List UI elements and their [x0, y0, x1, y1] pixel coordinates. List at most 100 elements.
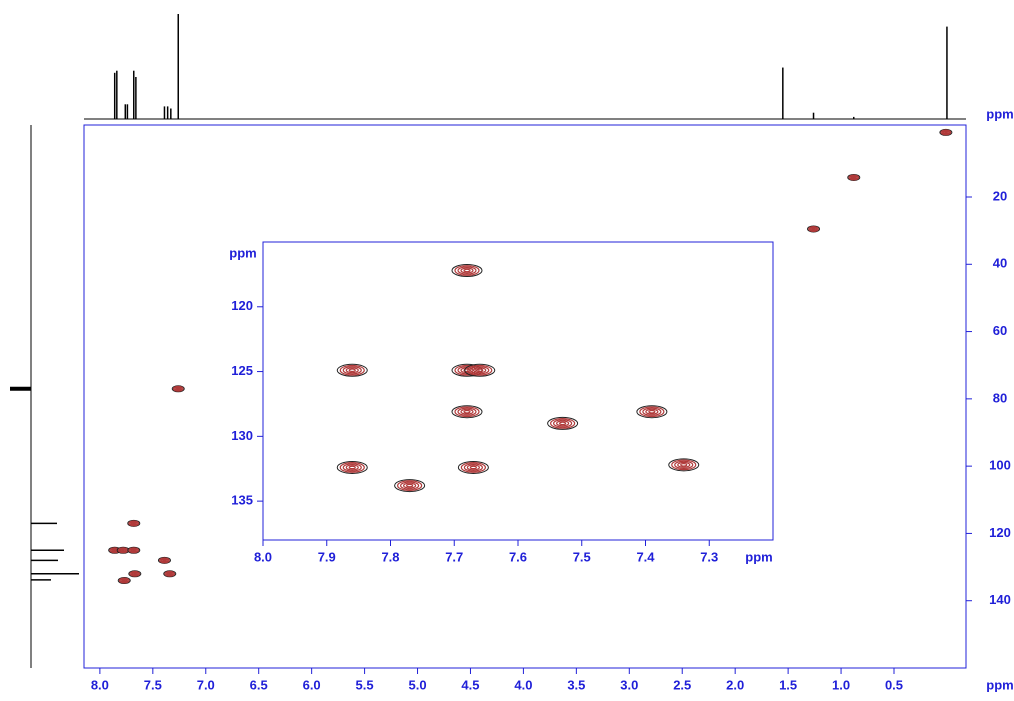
peak-contour [345, 464, 359, 471]
cross-peak [336, 363, 368, 377]
x-tick-label: 7.0 [197, 677, 215, 692]
peak-outline [547, 416, 579, 430]
x-tick-label: 7.5 [144, 677, 162, 692]
peak-outline [457, 460, 489, 474]
cross-peak [847, 173, 861, 181]
peak-contour [680, 463, 688, 467]
peak-contour [639, 406, 665, 418]
peak-contour [642, 407, 662, 416]
x-tick-label: 2.5 [673, 677, 691, 692]
cross-peak [117, 577, 131, 585]
cross-peak [464, 363, 496, 377]
peak-contour [944, 131, 948, 134]
peak-contour [406, 483, 414, 488]
cross-peak [457, 460, 489, 474]
x-tick-label: 5.0 [408, 677, 426, 692]
cross-peak [668, 458, 700, 472]
peak-outline [394, 479, 426, 493]
y-tick-label: 100 [989, 458, 1011, 473]
cross-peak [451, 264, 483, 278]
peak-contour [463, 368, 471, 373]
peak-contour [851, 176, 856, 179]
y-tick-label: 20 [993, 188, 1007, 203]
x-tick-label: 7.4 [636, 549, 655, 564]
peak-contour [469, 465, 477, 470]
peak-contour [130, 548, 137, 553]
x-axis-unit: ppm [986, 677, 1013, 692]
peak-contour [345, 367, 359, 374]
cross-peak [451, 405, 483, 419]
x-tick-label: 7.9 [318, 549, 336, 564]
peak-contour [466, 464, 480, 471]
peak-outline [451, 363, 483, 377]
cross-peak [636, 405, 668, 419]
peak-contour [460, 267, 474, 274]
y-tick-label: 135 [231, 493, 253, 508]
peak-contour [645, 408, 659, 415]
cross-peak [157, 556, 171, 564]
x-tick-label: 5.5 [356, 677, 374, 692]
peak-outline [336, 460, 368, 474]
peak-contour [161, 558, 168, 563]
cross-peak [171, 385, 185, 393]
peak-contour [339, 364, 365, 376]
y-tick-label: 130 [231, 428, 253, 443]
peak-contour [131, 549, 136, 552]
peak-contour [674, 460, 694, 470]
peak-outline [451, 405, 483, 419]
peak-contour [112, 549, 117, 552]
peak-outline [636, 405, 668, 419]
cross-peak [127, 519, 141, 527]
y-tick-label: 40 [993, 256, 1007, 271]
x-tick-label: 8.0 [91, 677, 109, 692]
y-tick-label: 125 [231, 363, 253, 378]
peak-contour [397, 480, 423, 491]
peak-outline [451, 264, 483, 278]
cross-peak [939, 128, 953, 136]
peak-contour [463, 268, 471, 273]
peak-contour [460, 367, 474, 374]
peak-contour [167, 572, 172, 575]
y-axis-unit: ppm [986, 106, 1013, 121]
peak-contour [348, 368, 356, 373]
peak-contour [121, 578, 128, 583]
peak-contour [339, 462, 365, 473]
x-tick-label: 3.5 [567, 677, 585, 692]
cross-peak [163, 570, 177, 578]
x-tick-label: 2.0 [726, 677, 744, 692]
x-tick-label: 0.5 [885, 677, 903, 692]
peak-contour [553, 419, 573, 428]
y-axis-unit: ppm [229, 245, 256, 260]
peak-contour [457, 407, 477, 416]
x-tick-label: 4.5 [461, 677, 479, 692]
x-tick-label: 7.6 [509, 549, 527, 564]
peak-contour [342, 366, 362, 375]
y-tick-label: 80 [993, 390, 1007, 405]
x-tick-label: 3.0 [620, 677, 638, 692]
y-tick-label: 60 [993, 323, 1007, 338]
peak-contour [648, 409, 656, 414]
cross-peak [336, 460, 368, 474]
y-tick-label: 120 [231, 298, 253, 313]
x-tick-label: 7.3 [700, 549, 718, 564]
peak-contour [470, 366, 490, 375]
peak-contour [133, 572, 137, 575]
peak-contour [342, 463, 362, 472]
cross-peak [547, 416, 579, 430]
peak-contour [348, 465, 356, 470]
peak-contour [677, 461, 691, 468]
peak-contour [131, 571, 138, 576]
peak-outline [464, 363, 496, 377]
cross-peak [127, 546, 141, 554]
peak-contour [121, 549, 125, 552]
x-tick-label: 8.0 [254, 549, 272, 564]
peak-contour [454, 364, 480, 376]
x-tick-label: 7.7 [445, 549, 463, 564]
cross-peak [128, 570, 142, 578]
peak-contour [811, 227, 816, 231]
peak-contour [120, 548, 127, 553]
y-tick-label: 120 [989, 525, 1011, 540]
peak-contour [460, 408, 474, 415]
peak-contour [176, 387, 181, 390]
